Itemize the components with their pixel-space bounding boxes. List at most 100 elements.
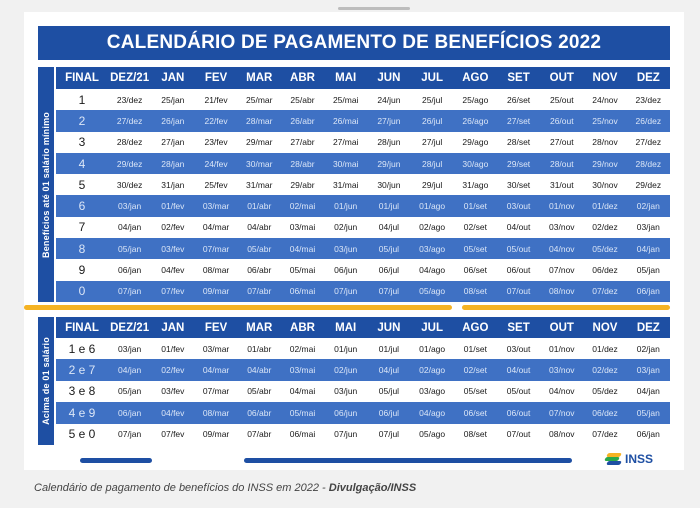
section1-date-cell: 03/jun	[324, 238, 368, 260]
section2-date-cell: 07/nov	[540, 402, 584, 424]
section1-date-cell: 04/out	[496, 216, 541, 239]
section2-date-cell: 04/nov	[540, 380, 584, 403]
section1-header-cell: FEV	[194, 67, 238, 89]
section1-date-cell: 28/abr	[280, 152, 325, 175]
section1-header-cell: DEZ/21	[108, 67, 152, 89]
section1-date-cell: 30/jun	[367, 174, 411, 196]
section1-date-cell: 26/ago	[453, 110, 497, 132]
section1-date-cell: 05/abr	[237, 238, 281, 260]
section2-date-cell: 02/dez	[583, 359, 627, 381]
section2-date-cell: 08/set	[453, 423, 497, 445]
section1-date-cell: 24/fev	[194, 152, 238, 175]
section2-date-cell: 09/mar	[194, 423, 238, 445]
section1-date-cell: 04/ago	[410, 259, 454, 281]
section2-table-row: 5 e 0 07/jan 07/fev 09/mar 07/abr 06/mai 07/ju…	[56, 423, 670, 445]
section1-table-row: 5 30/dez 31/jan 25/fev 31/mar 29/abr 31/mai 30/…	[56, 174, 670, 196]
section1-date-cell: 31/out	[540, 174, 584, 196]
section2-date-cell: 02/fev	[151, 359, 195, 381]
section2-date-cell: 01/ago	[410, 338, 454, 360]
section1-date-cell: 27/jun	[367, 110, 411, 132]
inss-logo-text: INSS	[625, 452, 654, 466]
section2-final-cell: 4 e 9	[56, 402, 108, 424]
section1-date-cell: 27/jan	[151, 131, 195, 153]
calendar-title: CALENDÁRIO DE PAGAMENTO DE BENEFÍCIOS 20…	[38, 26, 670, 60]
section1-final-cell: 5	[56, 174, 108, 196]
footer-bar-right	[244, 458, 572, 463]
section1-date-cell: 29/dez	[108, 152, 152, 175]
section1-table-row: 0 07/jan 07/fev 09/mar 07/abr 06/mai 07/jun 07/…	[56, 280, 670, 302]
section2-date-cell: 06/set	[453, 402, 497, 424]
section1-date-cell: 01/dez	[583, 195, 627, 217]
section2-date-cell: 07/dez	[583, 423, 627, 445]
divider-left	[24, 305, 452, 310]
section1-date-cell: 25/jul	[410, 89, 454, 111]
section1-date-cell: 23/dez	[626, 89, 670, 111]
section2-date-cell: 02/ago	[410, 359, 454, 381]
section2-date-cell: 01/jun	[324, 338, 368, 360]
section1-header-cell: AGO	[453, 67, 497, 89]
divider-right	[462, 305, 670, 310]
section1-table-row: 6 03/jan 01/fev 03/mar 01/abr 02/mai 01/jun 01/…	[56, 195, 670, 217]
section1-date-cell: 06/jan	[626, 280, 670, 302]
section2-date-cell: 05/mai	[280, 402, 325, 424]
section2-date-cell: 02/jan	[626, 338, 670, 360]
section2-header-cell: JUN	[367, 317, 411, 338]
section1-header-cell: JAN	[151, 67, 195, 89]
section1-date-cell: 29/nov	[583, 152, 627, 175]
section1-date-cell: 30/dez	[108, 174, 152, 196]
section2-header-cell: JUL	[410, 317, 454, 338]
section1-header-cell: JUL	[410, 67, 454, 89]
section1-date-cell: 03/jan	[626, 216, 670, 239]
section2-date-cell: 04/mar	[194, 359, 238, 381]
section1-final-cell: 8	[56, 238, 108, 260]
section1-final-cell: 1	[56, 89, 108, 111]
section1-date-cell: 22/fev	[194, 110, 238, 132]
caption-text: Calendário de pagamento de benefícios do…	[34, 482, 329, 494]
section2-date-cell: 01/set	[453, 338, 497, 360]
section1-final-cell: 9	[56, 259, 108, 281]
section1-header-cell: OUT	[540, 67, 584, 89]
section1-side-label: Benefícios até 01 salário mínimo	[38, 67, 54, 302]
section1-header-cell: MAI	[324, 67, 368, 89]
section1-date-cell: 04/fev	[151, 259, 195, 281]
section2-date-cell: 06/mai	[280, 423, 325, 445]
section1-date-cell: 25/nov	[583, 110, 627, 132]
section1-date-cell: 31/ago	[453, 174, 497, 196]
section2-date-cell: 01/jul	[367, 338, 411, 360]
section1-date-cell: 03/fev	[151, 238, 195, 260]
section2-date-cell: 04/fev	[151, 402, 195, 424]
section1-table-row: 8 05/jan 03/fev 07/mar 05/abr 04/mai 03/jun 05/…	[56, 238, 670, 260]
section1-date-cell: 31/jan	[151, 174, 195, 196]
section2-date-cell: 03/out	[496, 338, 541, 360]
section2-header-cell: DEZ/21	[108, 317, 152, 338]
section1-date-cell: 04/jul	[367, 216, 411, 239]
section1-date-cell: 26/dez	[626, 110, 670, 132]
section1-date-cell: 30/set	[496, 174, 541, 196]
section1-date-cell: 06/dez	[583, 259, 627, 281]
section2-table: FINAL DEZ/21 JAN FEV MAR ABR MAI JUN JUL AGO SET OU…	[56, 317, 670, 445]
section1-date-cell: 08/mar	[194, 259, 238, 281]
section1-date-cell: 28/set	[496, 131, 541, 153]
section1-date-cell: 25/mar	[237, 89, 281, 111]
section2-header-cell: FEV	[194, 317, 238, 338]
section1-date-cell: 07/fev	[151, 280, 195, 302]
section1-date-cell: 01/abr	[237, 195, 281, 217]
section1-date-cell: 27/abr	[280, 131, 325, 153]
section2-header-cell: SET	[496, 317, 541, 338]
section1-date-cell: 05/dez	[583, 238, 627, 260]
section1-date-cell: 29/abr	[280, 174, 325, 196]
section1-date-cell: 06/mai	[280, 280, 325, 302]
section1-date-cell: 30/nov	[583, 174, 627, 196]
section1-date-cell: 02/jan	[626, 195, 670, 217]
section1-date-cell: 07/jun	[324, 280, 368, 302]
inss-logo: INSS	[604, 451, 653, 467]
section1-date-cell: 08/set	[453, 280, 497, 302]
section1-header-cell: DEZ	[626, 67, 670, 89]
section1-date-cell: 05/jul	[367, 238, 411, 260]
section2-date-cell: 01/abr	[237, 338, 281, 360]
section1-date-cell: 24/jun	[367, 89, 411, 111]
section2-date-cell: 04/jan	[626, 380, 670, 403]
section2-date-cell: 03/jan	[108, 338, 152, 360]
section2-table-row: 1 e 6 03/jan 01/fev 03/mar 01/abr 02/mai 01/ju…	[56, 338, 670, 360]
section2-date-cell: 07/mar	[194, 380, 238, 403]
